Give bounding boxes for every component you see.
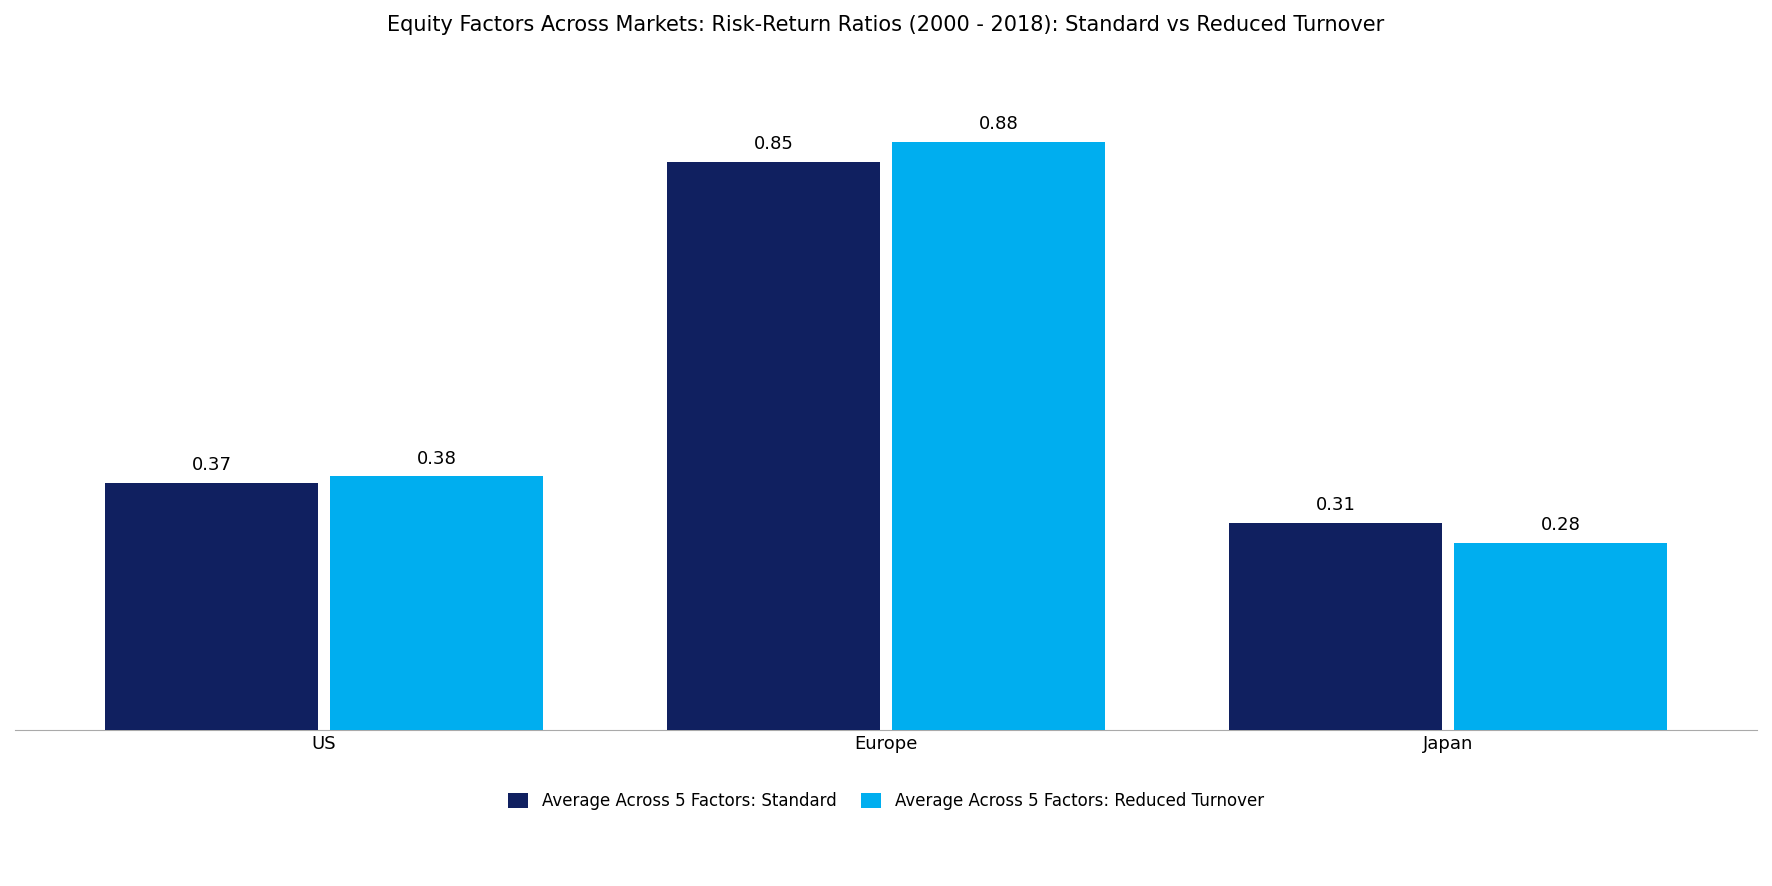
Text: 0.31: 0.31: [1315, 496, 1356, 515]
Bar: [330, 477, 544, 730]
Text: 0.85: 0.85: [753, 136, 794, 153]
Bar: [666, 162, 881, 730]
Bar: [1453, 543, 1667, 730]
Title: Equity Factors Across Markets: Risk-Return Ratios (2000 - 2018): Standard vs Red: Equity Factors Across Markets: Risk-Retu…: [388, 15, 1384, 35]
Bar: [891, 142, 1106, 730]
Legend: Average Across 5 Factors: Standard, Average Across 5 Factors: Reduced Turnover: Average Across 5 Factors: Standard, Aver…: [501, 786, 1271, 817]
Text: 0.88: 0.88: [978, 115, 1019, 133]
Bar: [105, 483, 319, 730]
Text: 0.37: 0.37: [191, 456, 232, 474]
Bar: [1228, 523, 1442, 730]
Text: 0.28: 0.28: [1540, 517, 1581, 534]
Text: 0.38: 0.38: [416, 449, 457, 468]
